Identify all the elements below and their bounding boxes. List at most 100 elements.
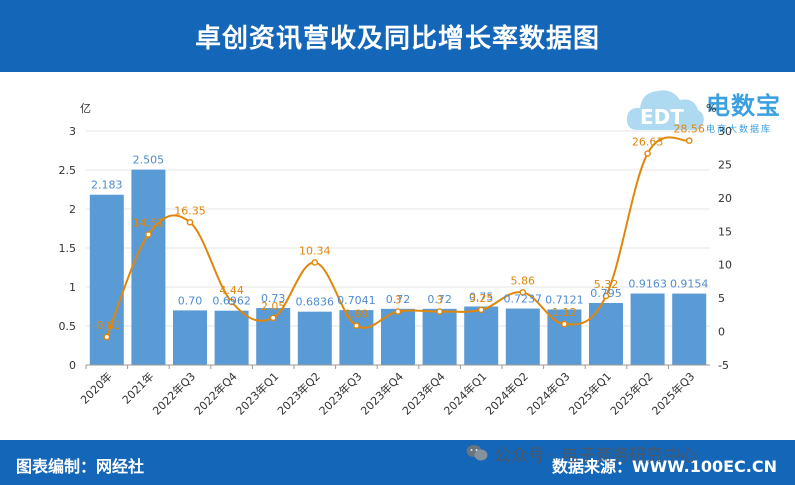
bar-value-label: 0.75 [469, 291, 494, 304]
bar [630, 293, 665, 365]
line-point [519, 289, 527, 296]
bar-value-label: 2.505 [133, 154, 165, 167]
line-value-label: 5.86 [511, 274, 536, 287]
x-tick-label: 2022年Q4 [191, 369, 240, 418]
bar-value-label: 0.795 [590, 287, 622, 300]
x-tick-label: 2023年Q2 [274, 369, 323, 418]
x-tick-label: 2025年Q2 [607, 369, 656, 418]
line-point [602, 292, 610, 300]
y-left-tick-label: 1.5 [59, 242, 77, 255]
bar [422, 308, 457, 365]
bar-value-label: 0.6836 [296, 296, 335, 309]
wechat-text: 公众号 · 电子商务研究中心 [494, 445, 698, 466]
line-point [311, 259, 319, 266]
y-left-tick-label: 3 [69, 125, 76, 138]
bar [131, 169, 166, 365]
line-value-label: 5.32 [594, 278, 619, 291]
line-series [103, 136, 693, 341]
line-point [353, 322, 360, 329]
x-tick-label: 2021年 [119, 369, 156, 406]
bar [464, 306, 499, 365]
bar [339, 310, 374, 365]
bar [672, 293, 707, 365]
bar [381, 308, 415, 365]
line-value-label: 3 [436, 294, 443, 307]
bar-value-label: 0.7121 [545, 293, 584, 306]
y-right-tick-label: 15 [718, 225, 732, 238]
line-point [103, 333, 111, 341]
y-left-tick-label: 1 [69, 281, 76, 294]
line-value-label: 26.63 [632, 136, 664, 149]
y-right-tick-label: -5 [718, 359, 729, 372]
bar [173, 310, 207, 365]
chart-title: 卓创资讯营收及同比增长率数据图 [194, 23, 600, 54]
x-tick-label: 2023年Q3 [316, 369, 365, 418]
line-value-label: 16.35 [174, 204, 206, 217]
line-value-label: 3.25 [469, 292, 494, 305]
bar [589, 302, 623, 365]
line-point [228, 298, 235, 306]
watermark-subtitle: 电商大数据库 [706, 125, 773, 135]
line-point [145, 231, 152, 238]
bar-value-label: 0.72 [386, 293, 411, 306]
y-left-tick-label: 0.5 [59, 320, 77, 333]
bar [214, 310, 249, 365]
watermark-logo-text: EDT [640, 105, 684, 129]
bar-series [89, 169, 707, 365]
line-point [685, 137, 693, 144]
bar-value-label: 2.183 [91, 179, 123, 192]
x-tick-label: 2022年Q3 [150, 369, 199, 418]
y-right-tick-label: 30 [718, 125, 732, 138]
bar-value-label: 0.73 [261, 292, 286, 305]
y-left-tick-label: 2.5 [59, 164, 77, 177]
bar-value-label: 0.7237 [504, 293, 543, 306]
bar [505, 308, 540, 365]
line-point [561, 320, 568, 328]
watermark-logo: EDT 电数宝 电商大数据库 [624, 80, 794, 140]
footer-bar: 图表编制：网经社 数据来源：WWW.100EC.CN [0, 440, 795, 485]
line-value-label: 2.05 [261, 300, 286, 313]
line-point [394, 308, 402, 315]
line-value-label: 1.12 [552, 306, 577, 319]
line-value-label: 14.51 [133, 217, 165, 230]
y-right-tick-label: 10 [718, 259, 732, 272]
line-value-label: 0.89 [344, 308, 369, 321]
bar-value-label: 0.9163 [628, 278, 667, 291]
y-right-unit: % [706, 102, 716, 115]
line-point [269, 314, 277, 322]
line-value-label: 4.44 [219, 284, 244, 297]
wechat-watermark: 公众号 · 电子商务研究中心 [466, 440, 697, 466]
y-left-tick-label: 2 [69, 203, 76, 216]
line-point [186, 218, 194, 226]
y-right-tick-label: 5 [718, 292, 725, 305]
y-left-tick-label: 0 [69, 359, 76, 372]
x-tick-label: 2023年Q1 [233, 369, 282, 418]
x-tick-label: 2020年 [77, 369, 114, 406]
y-right-tick-label: 20 [718, 192, 732, 205]
bar [297, 311, 332, 365]
x-tick-label: 2023年Q4 [399, 369, 448, 418]
line-point [436, 308, 443, 315]
x-tick-label: 2024年Q2 [482, 369, 531, 418]
bar-value-label: 0.6962 [212, 295, 251, 308]
line-value-label: 10.34 [299, 244, 331, 257]
line-value-label: -0.81 [93, 319, 121, 332]
y-right-tick-label: 25 [718, 158, 732, 171]
line-value-label: 3 [395, 294, 402, 307]
line-value-label: 28.56 [673, 123, 705, 136]
x-tick-label: 2023年Q4 [358, 369, 407, 418]
line-point [644, 150, 651, 157]
watermark-title: 电数宝 [706, 92, 781, 120]
bar-value-label: 0.70 [178, 294, 203, 307]
header-bar: 卓创资讯营收及同比增长率数据图 [0, 0, 795, 72]
cloud-logo-icon: EDT [626, 90, 704, 131]
bar-value-label: 0.72 [427, 293, 452, 306]
footer-credit: 图表编制：网经社 [16, 457, 145, 476]
x-tick-label: 2025年Q3 [649, 369, 698, 418]
x-tick-label: 2024年Q3 [524, 369, 573, 418]
footer-source: 数据来源：WWW.100EC.CN [551, 457, 777, 476]
y-left-unit: 亿 [80, 102, 91, 115]
wechat-icon [466, 445, 488, 461]
data-labels: 2.183 2.505 0.70 0.6962 0.73 0.6836 0.7041 0.72… [91, 123, 708, 332]
y-right-tick-label: 0 [718, 326, 725, 339]
